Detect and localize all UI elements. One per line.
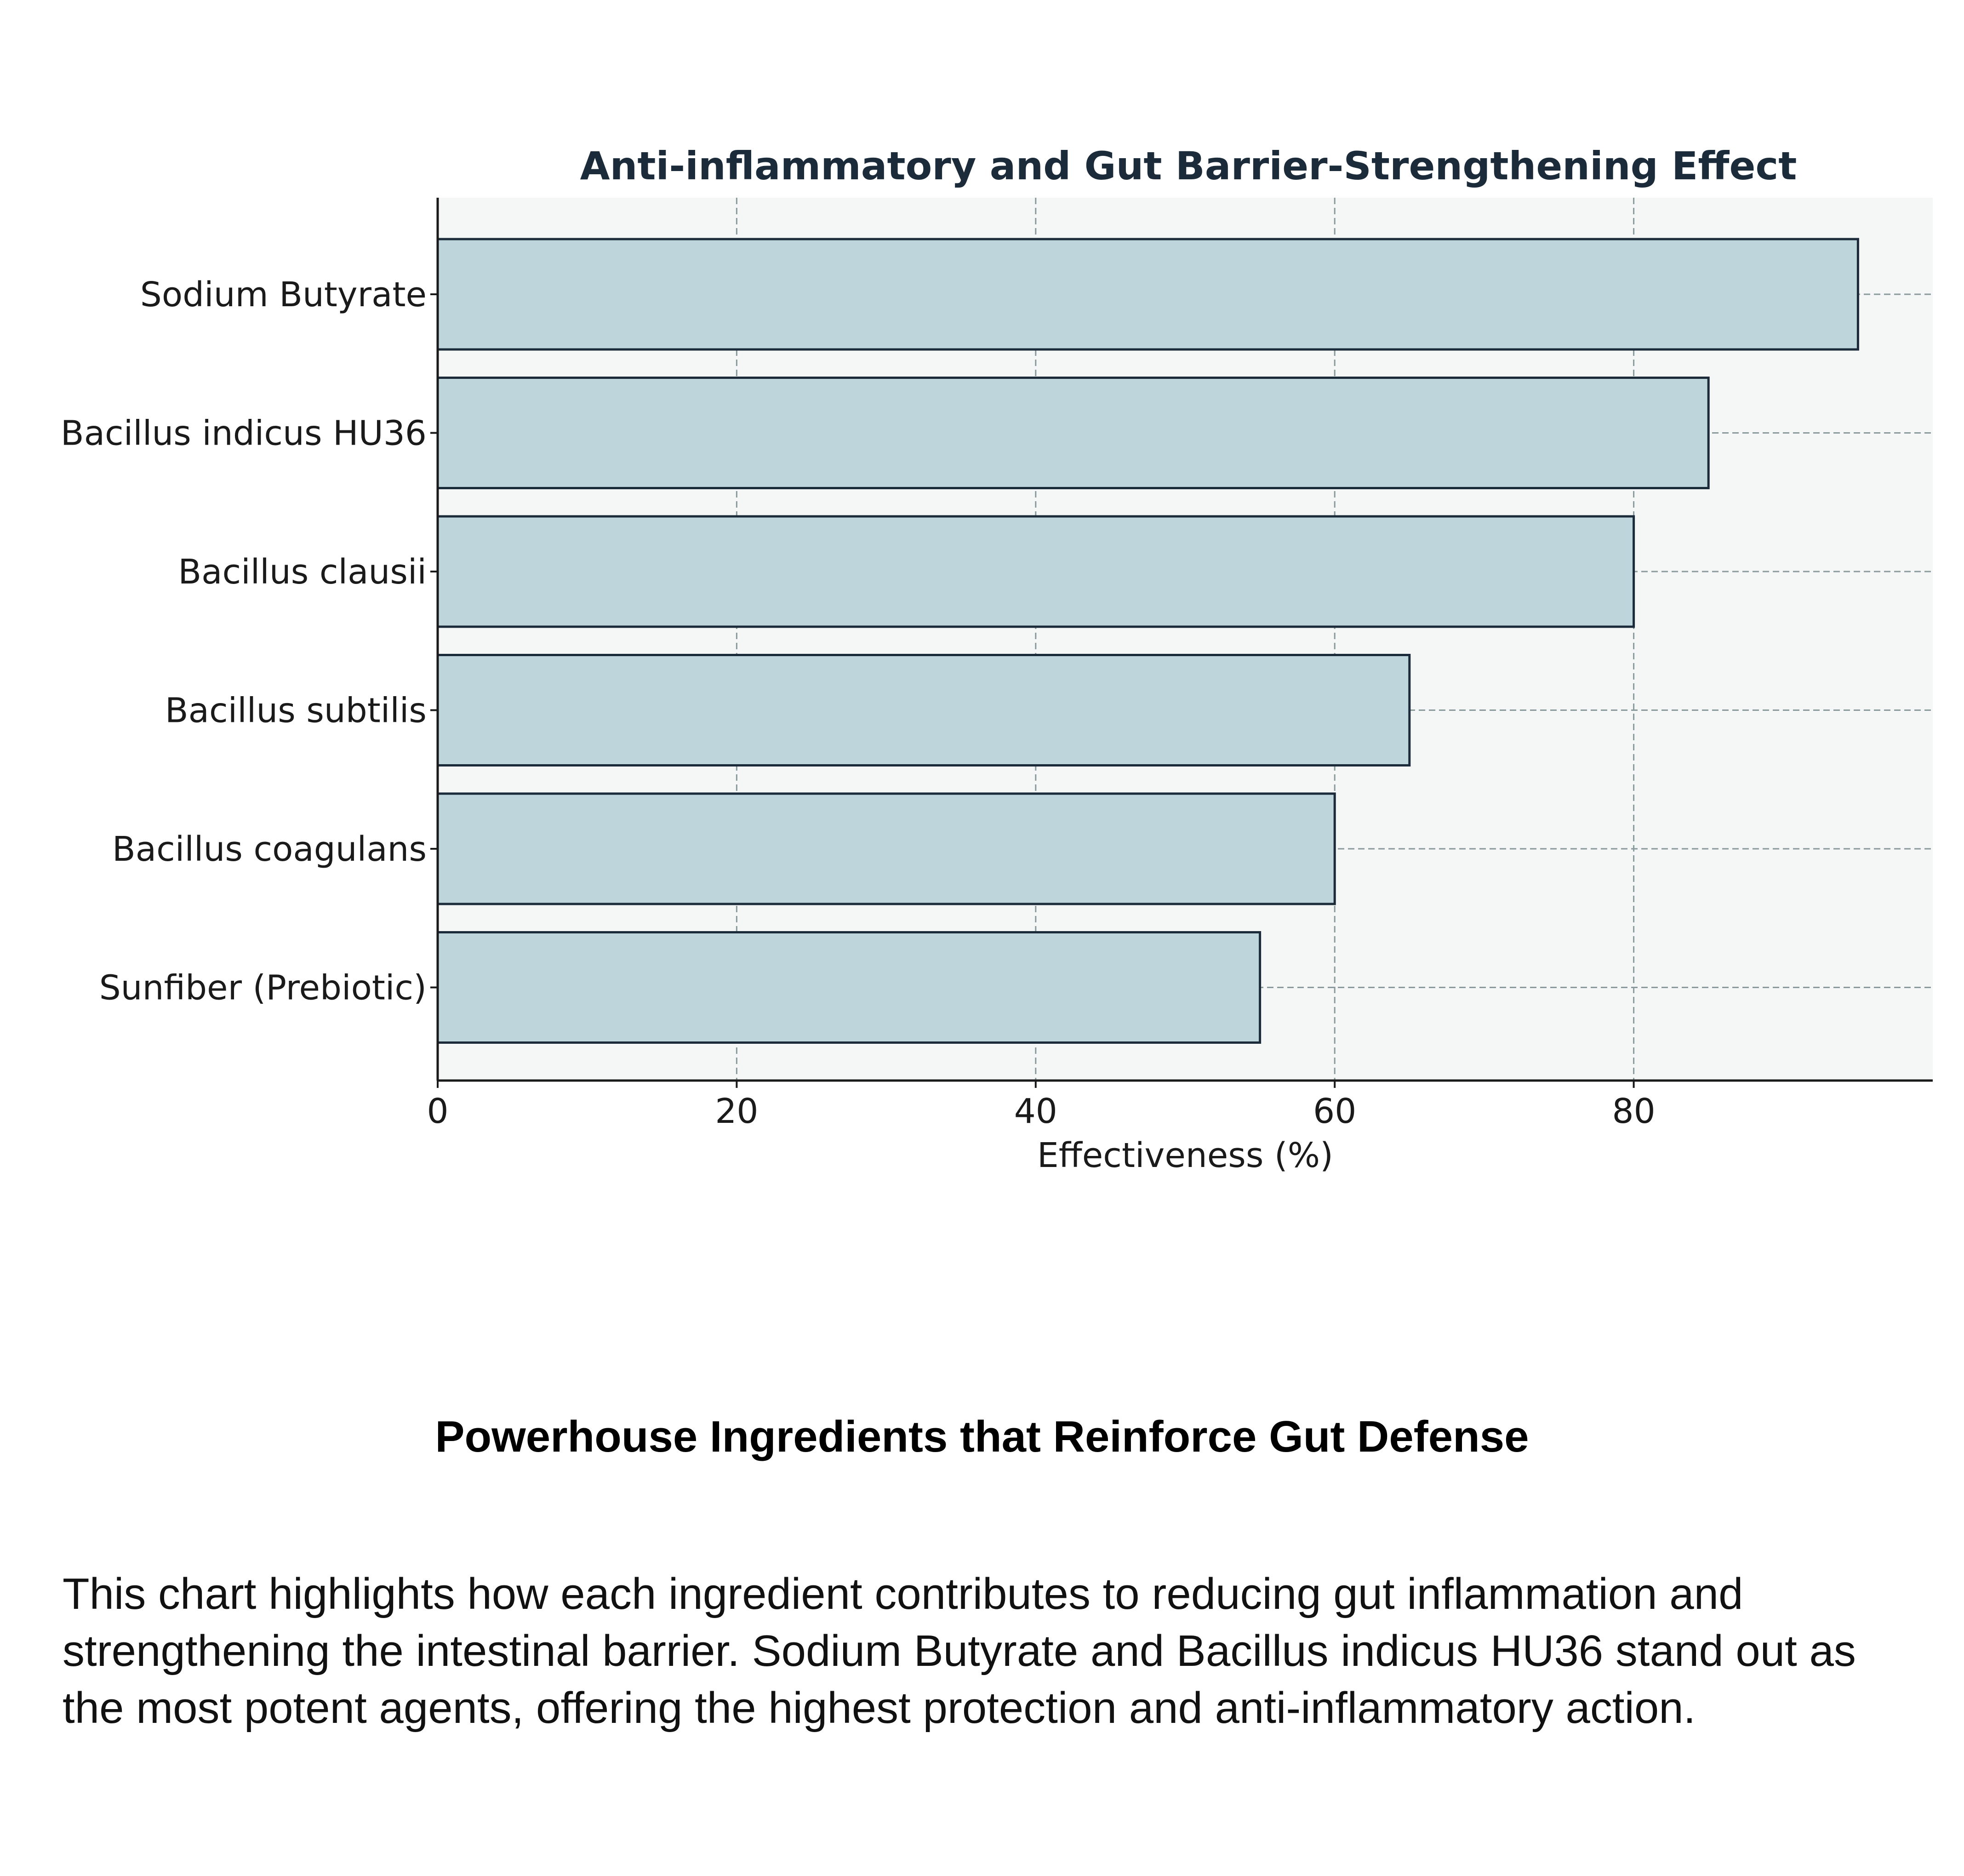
bar-bacillus-indicus-hu36 (436, 377, 1710, 489)
chart: Anti-inflammatory and Gut Barrier-Streng… (61, 143, 1933, 1175)
x-tick-label: 20 (715, 1092, 758, 1131)
y-tick-label: Bacillus coagulans (112, 829, 427, 869)
y-tick-label: Bacillus subtilis (165, 691, 427, 731)
section-heading: Powerhouse Ingredients that Reinforce Gu… (435, 1412, 1529, 1461)
x-tick-label: 0 (427, 1092, 448, 1131)
x-ticks: 0 20 40 60 80 (427, 1081, 1656, 1131)
y-tick-label: Bacillus indicus HU36 (61, 414, 427, 453)
section-description: This chart highlights how each ingredien… (63, 1569, 1856, 1733)
bar-sunfiber-prebiotic (436, 931, 1262, 1044)
x-tick-label: 40 (1014, 1092, 1057, 1131)
y-tick-label: Bacillus clausii (178, 552, 427, 592)
x-tick-label: 60 (1313, 1092, 1356, 1131)
chart-title: Anti-inflammatory and Gut Barrier-Streng… (580, 143, 1797, 189)
bar-bacillus-coagulans (436, 792, 1336, 905)
bar-sodium-butyrate (436, 238, 1859, 351)
y-tick-label: Sunfiber (Prebiotic) (99, 968, 427, 1008)
axes (436, 198, 1933, 1082)
x-axis-label: Effectiveness (%) (1037, 1136, 1333, 1175)
x-tick-label: 80 (1612, 1092, 1656, 1131)
bar-bacillus-subtilis (436, 654, 1411, 766)
bar-bacillus-clausii (436, 515, 1635, 628)
y-tick-label: Sodium Butyrate (140, 275, 427, 315)
y-tick-labels: Sodium Butyrate Bacillus indicus HU36 Baci… (61, 275, 438, 1008)
bars (436, 238, 1859, 1044)
